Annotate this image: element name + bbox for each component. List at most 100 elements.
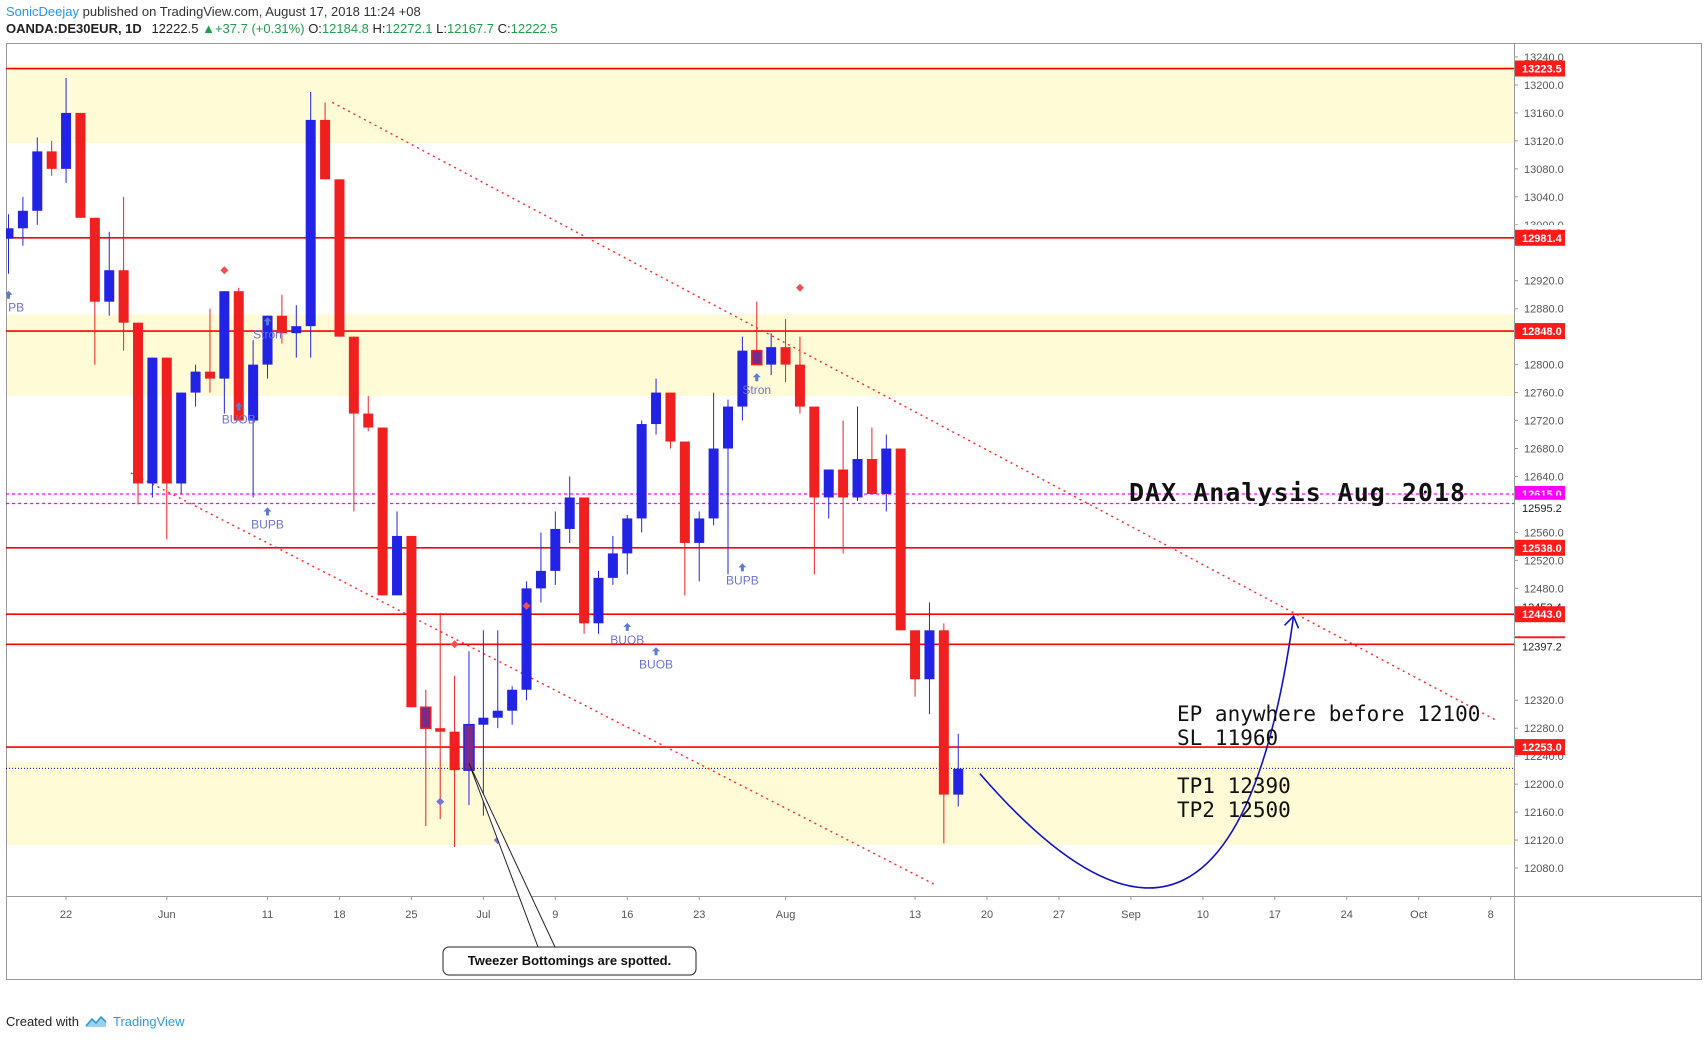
candle-body[interactable] — [406, 535, 417, 708]
candle-body[interactable] — [694, 518, 705, 543]
price-label-box — [1515, 739, 1565, 756]
candle-body[interactable] — [881, 448, 892, 494]
candle-body[interactable] — [61, 112, 72, 169]
callout-text: Tweezer Bottomings are spotted. — [468, 953, 671, 968]
candle-body[interactable] — [334, 179, 345, 337]
candle-body[interactable] — [866, 459, 877, 494]
signal-diamond — [450, 640, 459, 649]
candle-body[interactable] — [377, 427, 388, 596]
candle-body[interactable] — [420, 706, 432, 729]
pattern-label: BUOB — [222, 413, 256, 427]
candle-body[interactable] — [751, 349, 763, 366]
chart-title: DAX Analysis Aug 2018 — [1129, 478, 1466, 507]
chart-canvas[interactable]: ull PB BUOB Stron BUPB BUOB BUOB BUPB Stron 13 24… — [6, 43, 1702, 980]
candle-body[interactable] — [809, 406, 820, 498]
price-label-box — [1515, 323, 1565, 340]
candle-body[interactable] — [6, 228, 14, 239]
candle-body[interactable] — [118, 270, 129, 323]
candle-body[interactable] — [953, 768, 964, 795]
candle-body[interactable] — [32, 151, 43, 211]
candle-body[interactable] — [708, 448, 719, 519]
candle-body[interactable] — [564, 497, 575, 529]
y-tick-label: 12560.0 — [1524, 527, 1564, 539]
price-axis-label: 12443.0 — [1522, 609, 1562, 621]
candle-body[interactable] — [780, 347, 791, 365]
candle-body[interactable] — [262, 315, 273, 365]
tradingview-logo-icon[interactable] — [85, 1015, 107, 1029]
candle-body[interactable] — [89, 217, 100, 302]
created-with-label: Created with — [6, 1014, 79, 1029]
candle-body[interactable] — [46, 151, 57, 169]
candle-body[interactable] — [766, 347, 777, 365]
pattern-arrow-icon — [263, 317, 272, 326]
candle-body[interactable] — [679, 441, 690, 543]
candle-body[interactable] — [924, 630, 935, 680]
y-tick-label: 13120.0 — [1524, 136, 1564, 148]
candle-body[interactable] — [348, 336, 359, 414]
candle-body[interactable] — [723, 406, 733, 449]
close-value: 12222.5 — [510, 21, 558, 36]
x-tick-label: 23 — [693, 909, 705, 921]
candle-body[interactable] — [607, 553, 618, 578]
candle-body[interactable] — [823, 469, 834, 498]
candle-body[interactable] — [161, 357, 172, 484]
candle-body[interactable] — [665, 392, 676, 442]
candle-body[interactable] — [219, 291, 230, 379]
candle-body[interactable] — [190, 371, 201, 393]
candle-body[interactable] — [276, 315, 287, 334]
candle-body[interactable] — [17, 210, 28, 229]
candle-body[interactable] — [363, 413, 374, 428]
candle-body[interactable] — [521, 588, 532, 690]
x-tick-label: 16 — [621, 909, 633, 921]
candle-body[interactable] — [478, 717, 489, 725]
publisher-username[interactable]: SonicDeejay — [6, 4, 79, 19]
candle-body[interactable] — [910, 630, 921, 680]
price-axis-label: 12981.4 — [1522, 233, 1563, 245]
candle-body[interactable] — [550, 528, 561, 571]
candle-body[interactable] — [463, 723, 475, 771]
tradingview-brand[interactable]: TradingView — [112, 1014, 185, 1029]
candle-body[interactable] — [852, 459, 863, 498]
candle-body[interactable] — [320, 119, 331, 180]
candle-body[interactable] — [392, 535, 403, 596]
pattern-arrow-icon — [752, 373, 761, 382]
x-tick-label: 22 — [60, 909, 72, 921]
candle-body[interactable] — [233, 291, 244, 421]
candle-body[interactable] — [579, 497, 590, 624]
candle-body[interactable] — [622, 518, 633, 554]
x-tick-label: Jul — [476, 909, 490, 921]
candle-body[interactable] — [204, 371, 215, 379]
candle-body[interactable] — [75, 112, 86, 218]
candle-body[interactable] — [737, 350, 748, 407]
pattern-label: BUOB — [610, 633, 644, 647]
candle-body[interactable] — [895, 448, 906, 631]
y-tick-label: 12800.0 — [1524, 360, 1564, 372]
candle-body[interactable] — [435, 728, 446, 732]
candle-body[interactable] — [507, 689, 518, 711]
candle-body[interactable] — [248, 364, 259, 421]
chart-area[interactable]: ull PB BUOB Stron BUPB BUOB BUOB BUPB Stron 13 24… — [6, 43, 1702, 980]
candle-body[interactable] — [794, 364, 805, 407]
candle-body[interactable] — [636, 424, 647, 519]
x-tick-label: 9 — [552, 909, 558, 921]
trade-plan-line: EP anywhere before 12100 — [1177, 702, 1480, 726]
candle-body[interactable] — [492, 710, 503, 718]
candle-body[interactable] — [176, 392, 187, 484]
y-tick-label: 12920.0 — [1524, 276, 1564, 288]
candle-body[interactable] — [104, 270, 115, 302]
price-label-box — [1515, 60, 1565, 77]
signal-diamond — [436, 797, 445, 806]
candle-body[interactable] — [593, 577, 604, 624]
candle-body[interactable] — [838, 469, 849, 498]
candle-body[interactable] — [291, 326, 302, 334]
y-tick-label: 12680.0 — [1524, 444, 1564, 456]
candle-body[interactable] — [133, 322, 144, 484]
y-tick-label: 12120.0 — [1524, 835, 1564, 847]
candle-body[interactable] — [147, 357, 158, 484]
y-tick-label: 12720.0 — [1524, 416, 1564, 428]
candle-body[interactable] — [305, 119, 316, 327]
candle-body[interactable] — [938, 630, 949, 795]
candle-body[interactable] — [449, 731, 460, 771]
candle-body[interactable] — [535, 570, 546, 589]
candle-body[interactable] — [651, 392, 662, 425]
